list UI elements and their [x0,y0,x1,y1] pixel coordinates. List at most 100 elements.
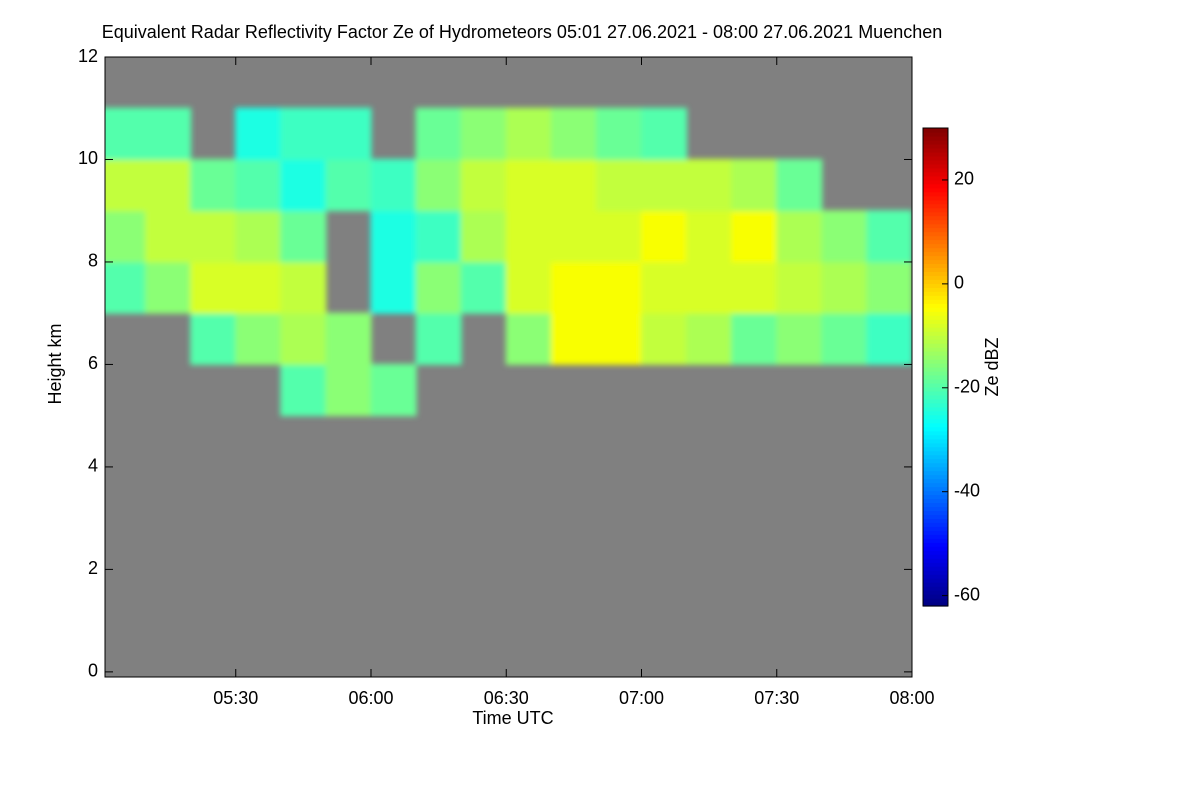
heatmap-cell [280,261,327,314]
x-tick-label: 06:30 [484,688,529,708]
heatmap-cell [550,261,597,314]
heatmap-cell [370,210,417,263]
heatmap-cell [686,312,733,365]
heatmap-cell [505,158,552,212]
colorbar-tick-label: -60 [954,584,980,604]
colorbar-segment [923,215,948,221]
colorbar-segment [923,526,948,531]
heatmap-cell [776,158,823,212]
heatmap-cell [731,261,778,314]
colorbar-segment [923,239,948,245]
heatmap-cell [325,312,372,365]
heatmap-cell [370,158,417,212]
heatmap-cell [145,210,192,263]
heatmap-cell [280,312,327,365]
colorbar-segment [923,295,948,300]
y-tick-label: 2 [88,558,98,578]
colorbar-segment [923,307,948,312]
colorbar-segment [923,359,948,364]
heatmap-cell [595,312,642,365]
colorbar-segment [923,191,948,197]
colorbar-segment [923,243,948,249]
colorbar-segment [923,486,948,492]
colorbar-segment [923,582,948,587]
colorbar-segment [923,331,948,336]
y-tick-label: 10 [78,148,98,168]
y-tick-label: 4 [88,456,98,476]
heatmap-cell [190,312,237,365]
colorbar-segment [923,227,948,233]
colorbar-segment [923,602,948,607]
heatmap-cell [280,363,327,417]
colorbar-segment [923,570,948,575]
colorbar-segment [923,299,948,304]
colorbar-segment [923,554,948,559]
heatmap-cell [505,261,552,314]
colorbar-segment [923,351,948,356]
colorbar-segment [923,303,948,308]
y-tick-label: 12 [78,46,98,66]
colorbar-segment [923,287,948,292]
heatmap-cell [776,210,823,263]
colorbar-segment [923,502,948,508]
colorbar-segment [923,159,948,165]
heatmap-cell [325,107,372,160]
colorbar-segment [923,251,948,257]
colorbar-segment [923,586,948,591]
colorbar-segment [923,594,948,599]
heatmap-cell [235,107,282,160]
colorbar-segment [923,538,948,543]
colorbar-segment [923,466,948,472]
heatmap-cell [460,107,507,160]
heatmap-cell [505,210,552,263]
colorbar-segment [923,374,948,380]
colorbar-segment [923,550,948,555]
x-tick-label: 07:30 [754,688,799,708]
colorbar-segment [923,418,948,424]
colorbar-segment [923,410,948,416]
colorbar-segment [923,147,948,153]
colorbar-segment [923,155,948,161]
colorbar-segment [923,179,948,185]
x-tick-label: 07:00 [619,688,664,708]
colorbar-segment [923,271,948,276]
heatmap-cell [190,261,237,314]
heatmap-cell [731,210,778,263]
colorbar-segment [923,343,948,348]
colorbar-segment [923,566,948,571]
colorbar-segment [923,402,948,408]
heatmap-cell [460,210,507,263]
y-tick-label: 0 [88,661,98,681]
colorbar-segment [923,394,948,400]
heatmap-cell [325,363,372,417]
heatmap-cell [776,312,823,365]
colorbar-segment [923,363,948,368]
colorbar-segment [923,558,948,563]
colorbar-segment [923,434,948,440]
heatmap-cell [595,158,642,212]
colorbar-segment [923,335,948,340]
heatmap-cell [550,107,597,160]
colorbar-segment [923,494,948,500]
heatmap-cell [866,261,912,314]
heatmap-cell [145,158,192,212]
colorbar-segment [923,518,948,523]
colorbar-segment [923,131,948,137]
heatmap-cell [280,107,327,160]
colorbar-segment [923,534,948,539]
heatmap-cell [235,158,282,212]
colorbar-segment [923,546,948,551]
colorbar-segment [923,510,948,515]
heatmap-cell [505,312,552,365]
heatmap-cell [821,210,868,263]
heatmap-cell [145,107,192,160]
colorbar-tick-label: 20 [954,169,974,189]
colorbar-segment [923,430,948,436]
heatmap-cell [776,261,823,314]
colorbar-segment [923,311,948,316]
colorbar-label: Ze dBZ [982,337,1002,396]
colorbar-segment [923,143,948,149]
colorbar-tick-label: -20 [954,377,980,397]
colorbar-segment [923,263,948,269]
colorbar-segment [923,151,948,157]
